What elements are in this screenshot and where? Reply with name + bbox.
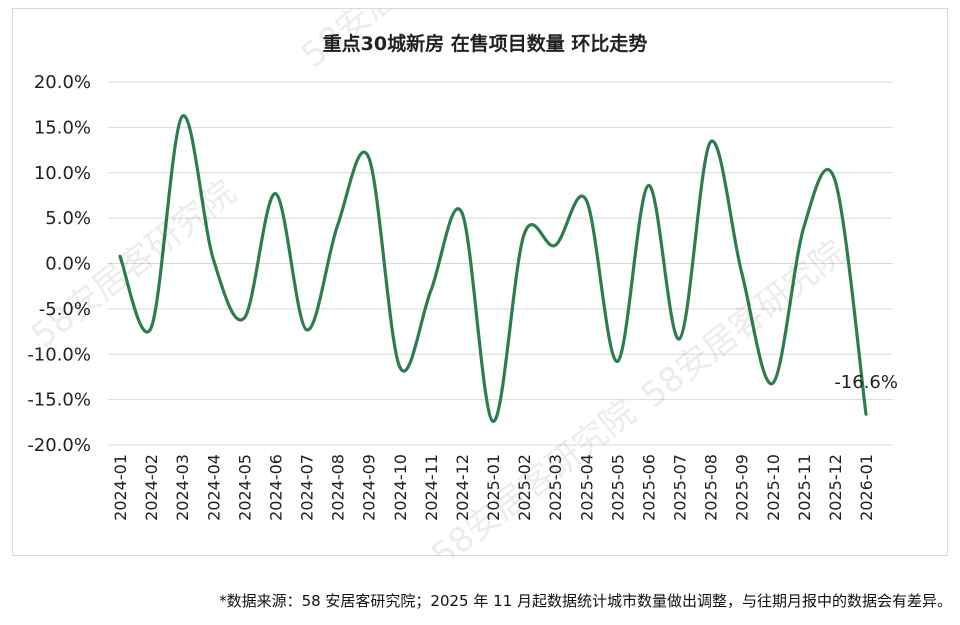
y-tick-label: 5.0% <box>45 208 91 229</box>
x-tick-label: 2024-04 <box>204 454 223 521</box>
gridlines <box>108 81 893 446</box>
x-tick-label: 2025-04 <box>577 454 596 521</box>
line-chart: 重点30城新房 在售项目数量 环比走势 20.0% 15.0% 10.0% 5.0% 0… <box>24 9 898 557</box>
y-tick-label: 20.0% <box>34 72 91 93</box>
data-label: -16.6% <box>834 372 898 393</box>
x-tick-label: 2024-03 <box>173 454 192 521</box>
x-tick-label: 2024-05 <box>235 454 254 521</box>
y-tick-label: -15.0% <box>27 390 91 411</box>
x-tick-label: 2025-03 <box>546 454 565 521</box>
series-layer <box>118 114 868 424</box>
x-tick-label: 2025-10 <box>764 454 783 521</box>
x-tick-label: 2024-12 <box>453 454 472 521</box>
y-tick-label: 15.0% <box>34 117 91 138</box>
y-tick-label: 10.0% <box>34 163 91 184</box>
chart-title: 重点30城新房 在售项目数量 环比走势 <box>323 32 648 55</box>
data-labels: -16.6% <box>834 372 898 393</box>
x-tick-label: 2024-11 <box>422 454 441 521</box>
y-tick-label: 0.0% <box>45 254 91 275</box>
x-axis-ticks: 2024-01 2024-02 2024-03 2024-04 2024-05 2024-… <box>111 454 876 521</box>
x-tick-label: 2024-06 <box>266 454 285 521</box>
footnote: *数据来源：58 安居客研究院；2025 年 11 月起数据统计城市数量做出调整… <box>219 592 952 610</box>
y-tick-label: -10.0% <box>27 344 91 365</box>
x-tick-label: 2024-07 <box>298 454 317 521</box>
x-tick-label: 2024-09 <box>360 454 379 521</box>
y-tick-label: -5.0% <box>39 299 91 320</box>
x-tick-label: 2025-06 <box>639 454 658 521</box>
y-axis-ticks: 20.0% 15.0% 10.0% 5.0% 0.0% -5.0% -10.0% -15.0%… <box>27 72 91 456</box>
x-tick-label: 2025-01 <box>484 454 503 521</box>
x-tick-label: 2025-09 <box>733 454 752 521</box>
chart-frame: 重点30城新房 在售项目数量 环比走势 20.0% 15.0% 10.0% 5.0% 0… <box>12 8 948 557</box>
x-tick-label: 2025-11 <box>795 454 814 521</box>
x-tick-label: 2024-10 <box>391 454 410 521</box>
x-tick-label: 2024-02 <box>142 454 161 521</box>
x-tick-label: 2025-12 <box>826 454 845 521</box>
x-tick-label: 2025-02 <box>515 454 534 521</box>
x-tick-label: 2025-05 <box>608 454 627 521</box>
y-tick-label: -20.0% <box>27 435 91 456</box>
x-tick-label: 2024-08 <box>329 454 348 521</box>
x-tick-label: 2026-01 <box>857 454 876 521</box>
x-tick-label: 2025-07 <box>671 454 690 521</box>
x-tick-label: 2025-08 <box>702 454 721 521</box>
x-tick-label: 2024-01 <box>111 454 130 521</box>
watermark-text: 58安居客研究院 <box>634 232 853 416</box>
series-line <box>118 114 868 424</box>
